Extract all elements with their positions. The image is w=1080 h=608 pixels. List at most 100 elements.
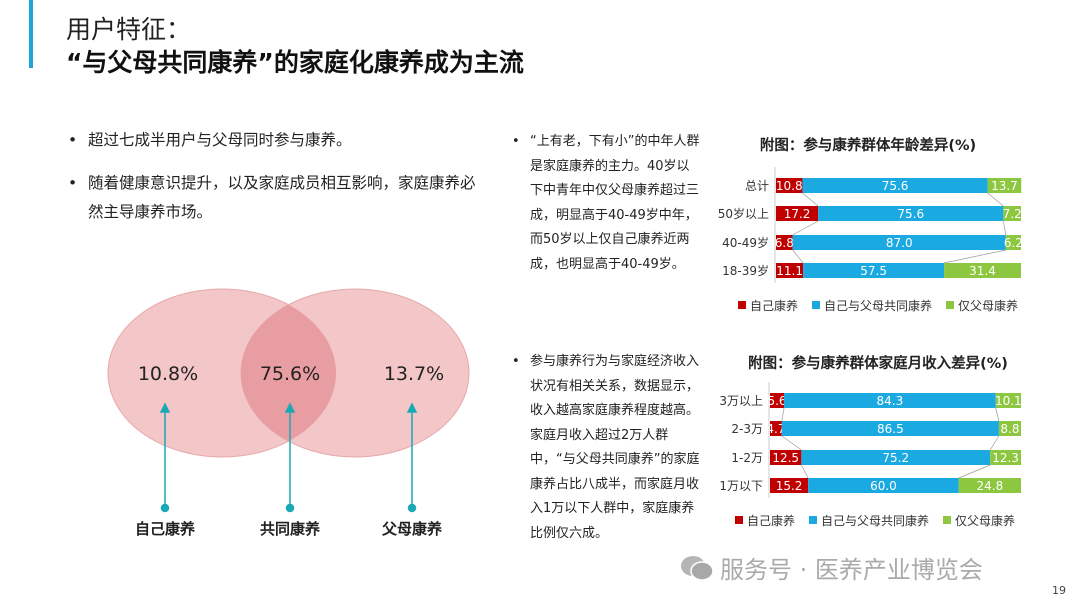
legend-entry: 自己康养 (747, 513, 795, 528)
series-connector (781, 435, 802, 451)
category-label: 3万以上 (719, 394, 763, 408)
arrow-head-icon (159, 402, 171, 413)
bar-segment (1003, 206, 1021, 221)
data-label: 75.2 (882, 451, 909, 465)
legend-swatch (738, 301, 746, 309)
data-label: 6.2 (1004, 236, 1023, 250)
data-label: 15.2 (776, 479, 803, 493)
bar-segment (776, 178, 803, 193)
bar-segment (995, 393, 1021, 408)
series-connector (1003, 220, 1007, 236)
arrow-dot (285, 503, 295, 513)
page-number: 19 (1052, 584, 1066, 597)
data-label: 75.6 (897, 207, 924, 221)
chart-income: 3万以上 5.6 84.3 10.1 2-3万 4.7 86.5 8.8 1-2万 12.5 75.… (719, 382, 1022, 528)
bar-segment (781, 421, 999, 436)
bar-segment (802, 178, 988, 193)
data-label: 60.0 (870, 479, 897, 493)
bar-segment (792, 235, 1006, 250)
series-connector (781, 407, 785, 422)
venn-center-value: 75.6% (259, 363, 321, 385)
bar-segment (776, 206, 819, 221)
page-title-line1: 用户特征： (66, 15, 192, 44)
bar-segment (776, 263, 804, 278)
arrow-head-icon (284, 402, 296, 413)
category-label: 1-2万 (731, 451, 763, 465)
data-label: 84.3 (876, 394, 903, 408)
bar-segment (808, 478, 959, 493)
bar-segment (1005, 235, 1021, 250)
legend-swatch (735, 516, 743, 524)
bar-segment (770, 478, 809, 493)
legend-swatch (809, 516, 817, 524)
venn-right-value: 13.7% (383, 363, 445, 385)
category-label: 50岁以上 (718, 206, 769, 221)
series-connector (943, 249, 1006, 264)
bar-segment (998, 421, 1021, 436)
bar-segment (770, 421, 782, 436)
bar-segment (944, 263, 1021, 278)
series-connector (802, 192, 819, 207)
bar-segment (818, 206, 1004, 221)
series-connector (987, 192, 1004, 207)
venn-left-value: 10.8% (137, 363, 199, 385)
bullet-icon: • (512, 134, 520, 149)
series-connector (958, 464, 991, 479)
data-label: 13.7 (991, 179, 1018, 193)
data-label: 11.1 (776, 264, 803, 278)
series-connector (995, 407, 1000, 422)
age-insight-text: • “上有老，下有小”的中年人群是家庭康养的主力。40岁以下中青年中仅父母康养超… (512, 130, 702, 277)
data-label: 8.8 (1000, 422, 1019, 436)
legend-swatch (943, 516, 951, 524)
left-bullet-1: • 超过七成半用户与父母同时参与康养。 (68, 126, 478, 155)
arrow-head-icon (406, 402, 418, 413)
data-label: 12.3 (992, 451, 1019, 465)
bar-segment (776, 235, 793, 250)
legend-entry: 自己康养 (750, 298, 798, 313)
data-label: 57.5 (860, 264, 887, 278)
category-label: 18-39岁 (722, 263, 769, 278)
chart-age-title: 附图：参与康养群体年龄差异(%) (759, 138, 977, 154)
bullet-icon: • (512, 354, 520, 369)
data-label: 6.8 (775, 236, 794, 250)
series-connector (792, 249, 804, 264)
bullet-icon: • (68, 174, 78, 192)
data-label: 24.8 (977, 479, 1004, 493)
bar-segment (958, 478, 1021, 493)
chart-age: 总计 10.8 75.6 13.7 50岁以上 17.2 75.6 7.2 40-49岁 6.8 8… (718, 167, 1023, 313)
venn-overlap (241, 289, 336, 457)
watermark-text: 服务号 · 医养产业博览会 (720, 556, 983, 584)
bar-segment (987, 178, 1022, 193)
data-label: 86.5 (877, 422, 904, 436)
wechat-icon (681, 555, 714, 581)
page-title-line2: “与父母共同康养”的家庭化康养成为主流 (66, 48, 524, 77)
bar-segment (990, 450, 1021, 465)
left-bullet-2: • 随着健康意识提升，以及家庭成员相互影响，家庭康养必然主导康养市场。 (68, 169, 478, 227)
category-label: 总计 (745, 179, 769, 193)
data-label: 10.8 (776, 179, 803, 193)
chart-income-title: 附图：参与康养群体家庭月收入差异(%) (748, 356, 1008, 372)
category-label: 40-49岁 (722, 235, 769, 250)
data-label: 10.1 (995, 394, 1022, 408)
series-connector (792, 220, 819, 236)
series-connector (989, 435, 1000, 451)
series-connector (801, 464, 809, 479)
data-label: 75.6 (882, 179, 909, 193)
data-label: 31.4 (969, 264, 996, 278)
legend-entry: 仅父母康养 (958, 298, 1018, 313)
category-label: 2-3万 (731, 422, 763, 436)
bar-segment (770, 393, 785, 408)
data-label: 87.0 (886, 236, 913, 250)
bar-segment (784, 393, 996, 408)
arrow-dot (407, 503, 417, 513)
data-label: 4.7 (766, 422, 785, 436)
bar-segment (801, 450, 991, 465)
bar-segment (803, 263, 945, 278)
legend-swatch (946, 301, 954, 309)
venn-right-label: 父母康养 (381, 520, 443, 538)
accent-bar (29, 0, 33, 68)
watermark: 服务号 · 医养产业博览会 (680, 550, 983, 585)
data-label: 12.5 (772, 451, 799, 465)
legend-entry: 自己与父母共同康养 (821, 513, 929, 528)
